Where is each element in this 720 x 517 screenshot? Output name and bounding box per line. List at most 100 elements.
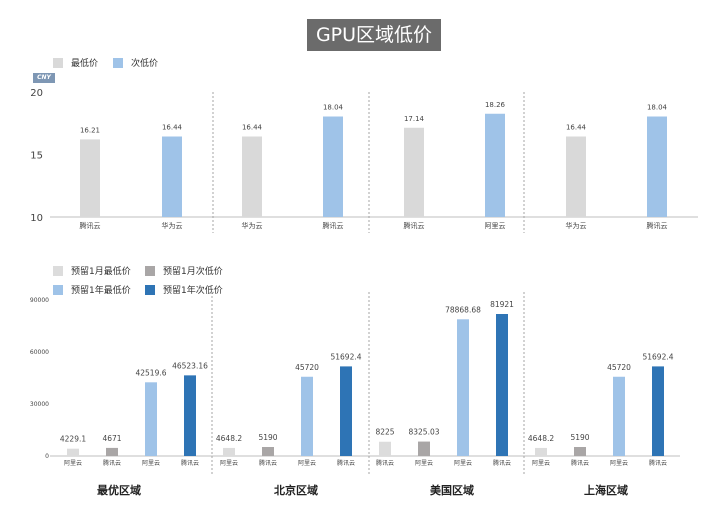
category-label: 阿里云 (485, 221, 506, 230)
category-label: 阿里云 (454, 459, 472, 467)
bar (485, 113, 505, 217)
bar (566, 136, 586, 217)
bar (457, 319, 469, 456)
bar (184, 375, 196, 456)
legend-label: 预留1年最低价 (71, 286, 131, 296)
bar (574, 447, 586, 456)
bar-value-label: 18.04 (323, 104, 344, 112)
bar-value-label: 81921 (490, 300, 514, 309)
category-label: 腾讯云 (376, 459, 394, 467)
region-label-shanghai: 上海区域 (584, 484, 628, 497)
bar-value-label: 45720 (295, 363, 319, 372)
category-label: 腾讯云 (404, 221, 425, 230)
bar (340, 366, 352, 456)
chart-title: GPU区域低价 (307, 19, 441, 51)
region-label-beijing: 北京区域 (274, 484, 318, 497)
bar-value-label: 16.44 (566, 124, 587, 132)
bar (647, 116, 667, 217)
bar (379, 441, 391, 456)
legend-label: 预留1月次低价 (163, 267, 223, 277)
bar (80, 139, 100, 217)
legend-label: 最低价 (71, 59, 99, 69)
bar-value-label: 8225 (375, 428, 394, 437)
category-label: 阿里云 (220, 459, 238, 467)
bar-value-label: 51692.4 (642, 352, 673, 361)
bar (613, 376, 625, 456)
category-label: 腾讯云 (80, 221, 101, 230)
category-label: 华为云 (566, 221, 587, 230)
bar-value-label: 8325.03 (408, 428, 439, 437)
bar (67, 448, 79, 456)
legend-label: 预留1月最低价 (71, 267, 131, 277)
category-label: 华为云 (242, 221, 263, 230)
category-label: 阿里云 (142, 459, 160, 467)
y-tick-label: 30000 (30, 401, 49, 408)
bar (652, 366, 664, 456)
legend-swatch (145, 284, 155, 295)
region-label-us: 美国区域 (430, 484, 474, 497)
category-label: 腾讯云 (493, 459, 511, 467)
category-label: 腾讯云 (103, 459, 121, 467)
bar-value-label: 4648.2 (216, 434, 242, 443)
bar-value-label: 4671 (102, 434, 121, 443)
bar-value-label: 16.44 (162, 124, 183, 132)
bar-value-label: 46523.16 (172, 361, 208, 370)
bar-value-label: 18.04 (647, 104, 668, 112)
category-label: 阿里云 (64, 459, 82, 467)
bar-value-label: 18.26 (485, 101, 506, 109)
bar (162, 136, 182, 217)
category-label: 腾讯云 (181, 459, 199, 467)
bar-value-label: 5190 (570, 433, 589, 442)
category-label: 腾讯云 (337, 459, 355, 467)
bar (323, 116, 343, 217)
legend-item-second-price: 次低价 (113, 56, 158, 69)
legend-swatch (145, 265, 155, 276)
bar-value-label: 16.44 (242, 124, 263, 132)
legend-swatch (113, 57, 123, 68)
legend-label: 次低价 (131, 59, 159, 69)
category-label: 华为云 (162, 221, 183, 230)
y-tick-label: 60000 (30, 349, 49, 356)
bar (262, 447, 274, 456)
category-label: 阿里云 (298, 459, 316, 467)
bar-value-label: 78868.68 (445, 305, 481, 314)
legend-item-min-price: 最低价 (53, 56, 98, 69)
bar (242, 136, 262, 217)
category-label: 腾讯云 (259, 459, 277, 467)
y-tick-label: 15 (30, 151, 43, 162)
y-tick-label: 20 (30, 88, 43, 99)
legend-item-year-min: 预留1年最低价 (53, 283, 131, 296)
region-label-best: 最优区域 (97, 484, 141, 497)
category-label: 阿里云 (610, 459, 628, 467)
bar (106, 447, 118, 456)
category-label: 阿里云 (532, 459, 550, 467)
legend-item-year-second: 预留1年次低价 (145, 283, 223, 296)
bar (496, 314, 508, 456)
category-label: 腾讯云 (323, 221, 344, 230)
category-label: 阿里云 (415, 459, 433, 467)
legend-label: 预留1年次低价 (163, 286, 223, 296)
bar (145, 382, 157, 456)
category-label: 腾讯云 (647, 221, 668, 230)
bar (418, 441, 430, 456)
currency-badge: CNY (33, 73, 55, 83)
bar (535, 447, 547, 456)
bar-value-label: 5190 (258, 433, 277, 442)
legend-item-month-second: 预留1月次低价 (145, 264, 223, 277)
bar (301, 376, 313, 456)
bar-value-label: 45720 (607, 363, 631, 372)
legend-item-month-min: 预留1月最低价 (53, 264, 131, 277)
bar-value-label: 17.14 (404, 115, 425, 123)
bar (223, 447, 235, 456)
bar-value-label: 4648.2 (528, 434, 554, 443)
legend-swatch (53, 284, 63, 295)
legend-swatch (53, 57, 63, 68)
bar-value-label: 42519.6 (135, 368, 166, 377)
y-tick-label: 10 (30, 213, 43, 224)
y-tick-label: 90000 (30, 297, 49, 304)
bar-value-label: 16.21 (80, 126, 100, 134)
legend-swatch (53, 265, 63, 276)
bar (404, 127, 424, 217)
y-tick-label: 0 (45, 453, 49, 460)
